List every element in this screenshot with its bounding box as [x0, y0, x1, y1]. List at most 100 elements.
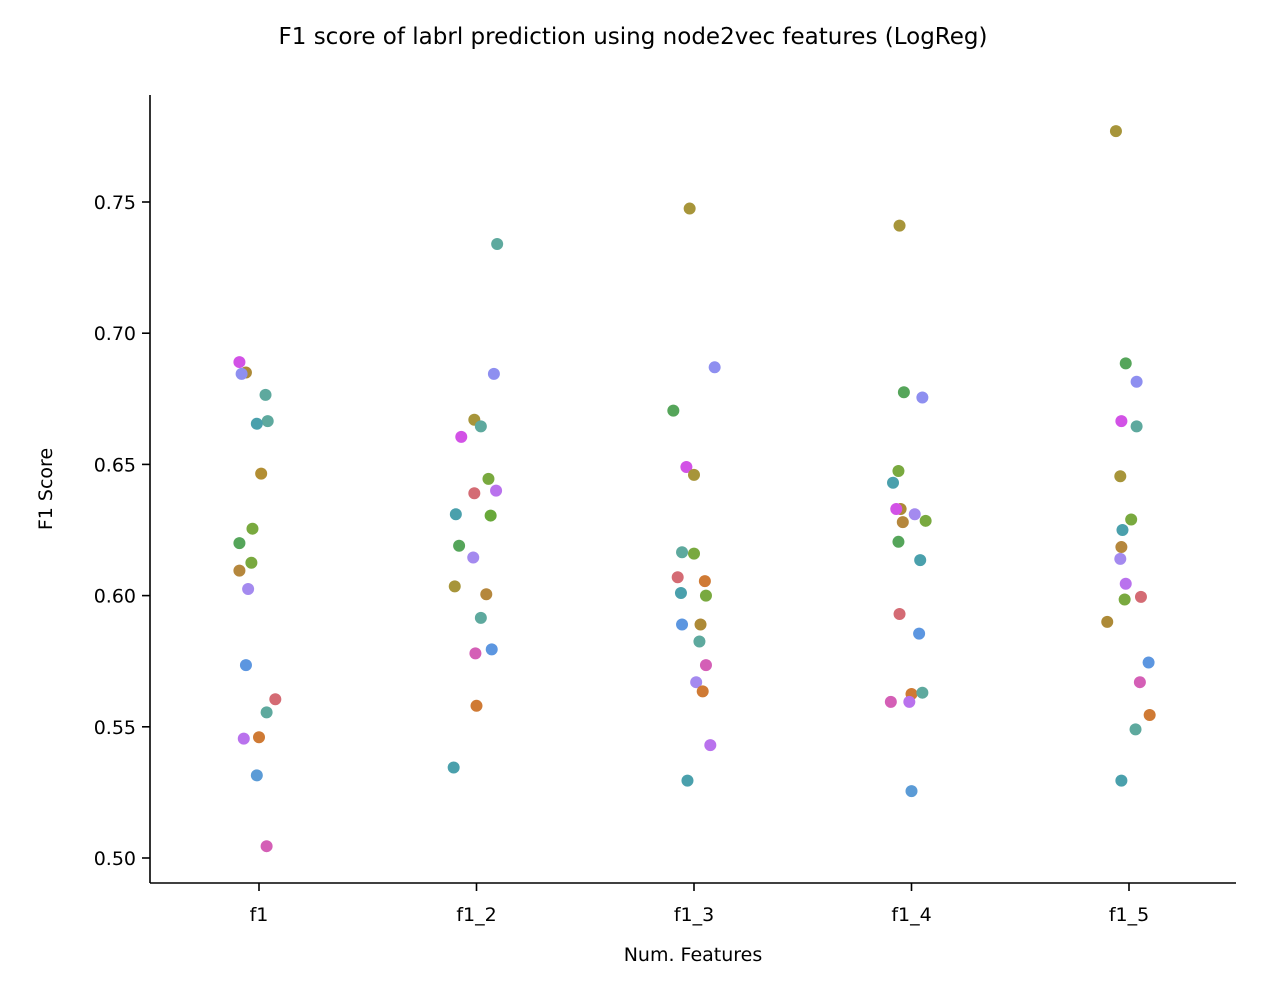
data-point — [1129, 723, 1142, 736]
data-point — [914, 554, 927, 567]
data-point — [233, 564, 246, 577]
data-point — [1133, 676, 1146, 689]
data-point — [1114, 552, 1127, 565]
data-point — [916, 391, 929, 404]
data-point — [261, 415, 274, 428]
data-points — [233, 125, 1156, 853]
y-tick-label: 0.65 — [94, 454, 136, 476]
data-point — [468, 487, 481, 500]
data-point — [1118, 593, 1131, 606]
data-point — [260, 840, 273, 853]
data-point — [919, 514, 932, 527]
x-tick-label: f1_4 — [891, 904, 931, 926]
data-point — [482, 472, 495, 485]
data-point — [1130, 420, 1143, 433]
data-point — [704, 739, 717, 752]
x-tick-label: f1_2 — [456, 904, 496, 926]
data-point — [680, 461, 693, 474]
data-point — [1134, 590, 1147, 603]
data-point — [239, 659, 252, 672]
data-point — [667, 404, 680, 417]
data-point — [255, 467, 268, 480]
data-point — [683, 202, 696, 215]
data-point — [448, 580, 461, 593]
y-axis-label: F1 Score — [35, 448, 57, 530]
data-point — [491, 237, 504, 250]
data-point — [887, 476, 900, 489]
data-point — [676, 546, 689, 559]
data-point — [674, 586, 687, 599]
data-point — [671, 571, 684, 584]
data-point — [467, 551, 480, 564]
data-point — [474, 611, 487, 624]
data-point — [455, 430, 468, 443]
x-axis-ticks: f1 f1_2 f1_3 f1_4 f1_5 — [250, 883, 1149, 926]
data-point — [1115, 774, 1128, 787]
data-point — [694, 618, 707, 631]
data-point — [1125, 513, 1138, 526]
data-point — [1119, 577, 1132, 590]
data-point — [1101, 615, 1114, 628]
data-point — [1116, 524, 1129, 536]
data-point — [242, 583, 255, 596]
data-point — [487, 367, 500, 380]
data-point — [260, 706, 273, 719]
data-point — [696, 685, 709, 698]
data-point — [233, 537, 246, 550]
data-point — [708, 361, 721, 374]
data-point — [676, 618, 689, 631]
y-axis-ticks: 0.50 0.55 0.60 0.65 0.70 0.75 — [94, 192, 150, 870]
x-tick-label: f1_3 — [674, 904, 714, 926]
data-point — [893, 607, 906, 620]
data-point — [453, 539, 466, 552]
data-point — [897, 386, 910, 399]
data-point — [892, 464, 905, 477]
data-point — [470, 699, 483, 712]
data-point — [903, 695, 916, 708]
data-point — [892, 535, 905, 548]
x-axis-label: Num. Features — [624, 944, 763, 966]
data-point — [884, 695, 897, 708]
data-point — [1115, 415, 1128, 428]
data-point — [485, 643, 498, 656]
data-point — [474, 420, 487, 433]
data-point — [250, 417, 263, 430]
data-point — [253, 731, 265, 744]
data-point — [698, 575, 711, 588]
data-point — [447, 761, 460, 774]
data-point — [245, 556, 258, 569]
data-point — [237, 732, 250, 745]
data-point — [250, 769, 263, 782]
data-point — [490, 484, 503, 497]
data-point — [893, 219, 906, 232]
data-point — [913, 627, 926, 640]
data-point — [269, 693, 282, 706]
data-point — [693, 635, 706, 648]
data-point — [484, 509, 497, 522]
y-tick-label: 0.50 — [94, 848, 136, 870]
data-point — [1114, 470, 1127, 483]
y-tick-label: 0.70 — [94, 323, 136, 345]
data-point — [699, 589, 712, 602]
data-point — [246, 522, 259, 535]
data-point — [896, 516, 909, 529]
x-tick-label: f1_5 — [1109, 904, 1149, 926]
data-point — [908, 508, 921, 521]
x-tick-label: f1 — [250, 904, 269, 926]
data-point — [681, 774, 694, 787]
data-point — [233, 356, 246, 369]
data-point — [1119, 357, 1132, 370]
data-point — [905, 785, 918, 798]
data-point — [1143, 708, 1156, 721]
data-point — [1115, 541, 1128, 554]
data-point — [690, 676, 703, 689]
data-point — [688, 547, 700, 560]
data-point — [235, 367, 248, 380]
chart-title: F1 score of labrl prediction using node2… — [279, 24, 988, 50]
data-point — [890, 503, 903, 516]
data-point — [1109, 125, 1122, 138]
data-point — [916, 686, 929, 699]
data-point — [699, 659, 712, 672]
data-point — [469, 647, 482, 660]
